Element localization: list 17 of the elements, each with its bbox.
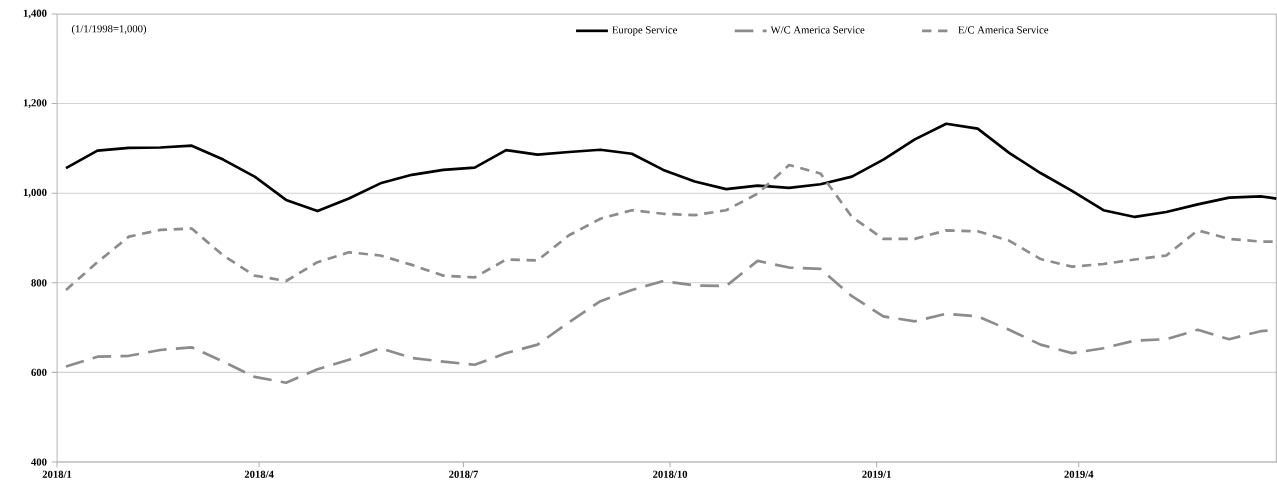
y-tick-label: 400 xyxy=(31,458,47,466)
annotation: (1/1/1998=1,000) xyxy=(71,24,147,35)
x-tick-label: 2018/7 xyxy=(449,470,479,478)
x-tick-label: 2019/4 xyxy=(1064,470,1094,478)
y-tick-label: 600 xyxy=(31,368,47,376)
x-tick-label: 2018/4 xyxy=(244,470,274,478)
legend-label: W/C America Service xyxy=(770,26,865,34)
x-tick-label: 2019/1 xyxy=(862,470,891,478)
y-tick-label: 1,200 xyxy=(23,99,47,108)
x-tick-label: 2018/1 xyxy=(42,470,72,478)
y-tick-label: 800 xyxy=(31,279,47,287)
y-tick-label: 1,400 xyxy=(23,9,47,19)
x-tick-label: 2018/10 xyxy=(653,470,688,478)
legend-label: E/C America Service xyxy=(958,26,1049,34)
legend-label: Europe Service xyxy=(612,26,678,36)
line-series xyxy=(64,122,1277,219)
y-tick-label: 1,000 xyxy=(23,188,47,198)
